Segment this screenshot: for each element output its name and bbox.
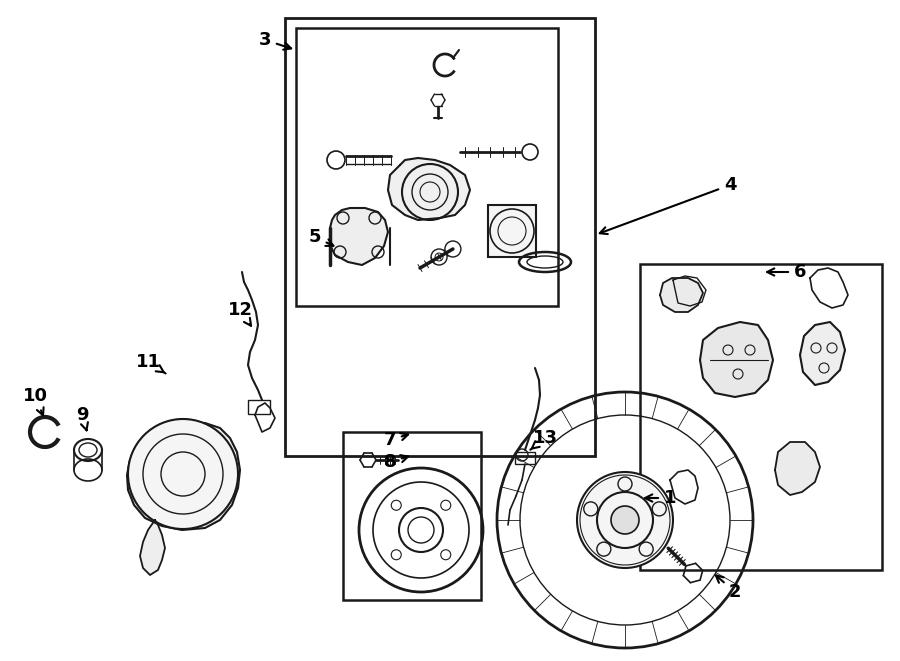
Text: 11: 11 (136, 353, 166, 373)
Text: 4: 4 (599, 176, 736, 234)
Text: 13: 13 (530, 429, 557, 449)
Bar (296, 28, 558, 306)
Circle shape (611, 506, 639, 534)
Bar (640, 264, 882, 570)
Text: 6: 6 (767, 263, 806, 281)
Bar (168, 483, 186, 497)
Text: 7: 7 (383, 431, 408, 449)
Bar (248, 400, 270, 414)
Text: 2: 2 (716, 575, 742, 601)
Polygon shape (127, 423, 240, 530)
Circle shape (577, 472, 673, 568)
Text: 3: 3 (259, 31, 291, 50)
Polygon shape (800, 322, 845, 385)
Polygon shape (660, 278, 703, 312)
Text: 12: 12 (228, 301, 253, 326)
Bar (488, 205, 536, 257)
Polygon shape (700, 322, 773, 397)
Polygon shape (775, 442, 820, 495)
Bar (285, 18, 595, 456)
Text: 5: 5 (309, 228, 333, 246)
Text: 1: 1 (645, 489, 676, 507)
Circle shape (128, 419, 238, 529)
Bar (343, 432, 481, 600)
Polygon shape (388, 158, 470, 220)
Text: 8: 8 (383, 453, 408, 471)
Polygon shape (140, 520, 165, 575)
Text: 9: 9 (76, 406, 88, 430)
Bar (515, 452, 535, 464)
Polygon shape (330, 208, 388, 265)
Text: 10: 10 (22, 387, 48, 415)
